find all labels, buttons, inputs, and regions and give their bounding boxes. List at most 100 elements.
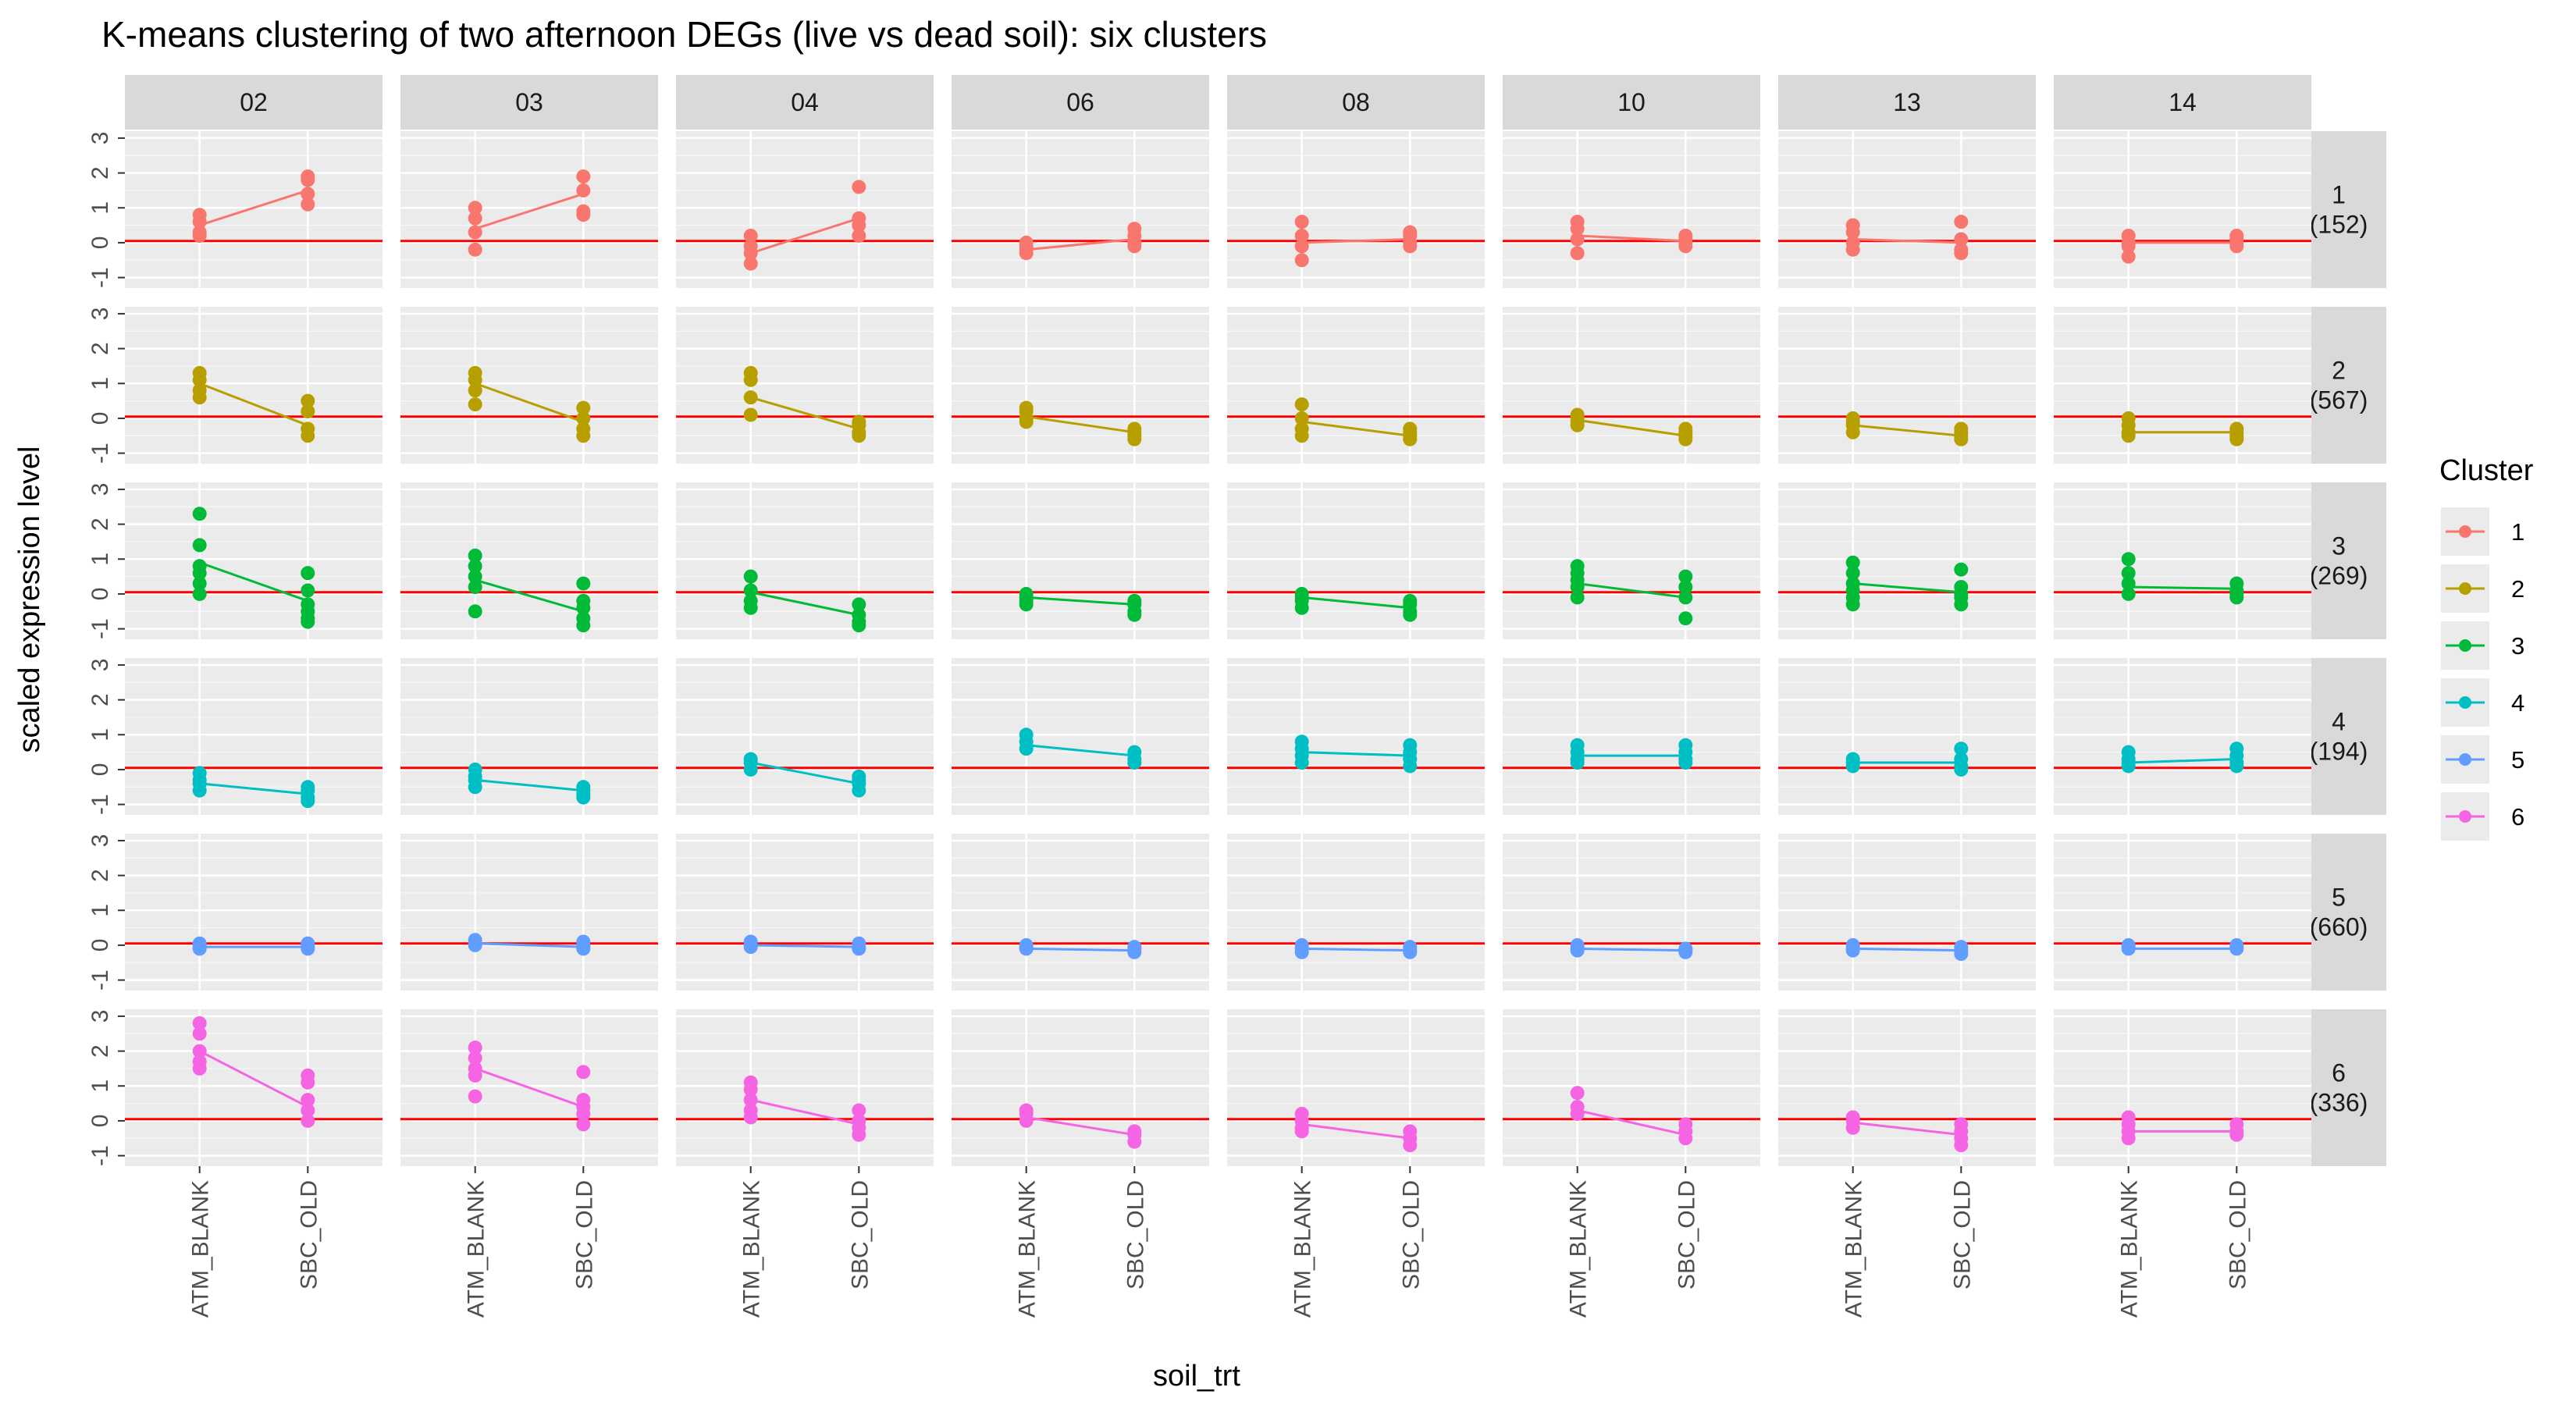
y-tick-label: 0 <box>87 763 113 777</box>
data-point <box>1570 222 1585 237</box>
data-point <box>1294 944 1309 959</box>
data-point <box>1570 590 1585 605</box>
y-tick-label: -1 <box>87 443 113 464</box>
panel-background <box>2054 131 2311 288</box>
data-point <box>1678 569 1693 584</box>
y-tick-label: -1 <box>87 267 113 288</box>
facet-panel <box>952 834 1209 991</box>
mean-line <box>475 382 584 423</box>
panel-background <box>400 834 658 991</box>
y-tick-label: 0 <box>87 412 113 425</box>
chart-title: K-means clustering of two afternoon DEGs… <box>101 14 1267 55</box>
y-tick-label: 2 <box>87 693 113 706</box>
facet-panel <box>125 307 382 464</box>
panel-background <box>1503 482 1760 639</box>
panel-background <box>1227 131 1485 288</box>
mean-line <box>199 189 308 227</box>
data-point <box>743 229 758 243</box>
data-point <box>192 390 207 405</box>
data-point <box>1954 1138 1969 1153</box>
data-point <box>576 411 591 425</box>
x-tick-label: ATM_BLANK <box>1841 1180 1867 1318</box>
legend-label: 1 <box>2511 518 2524 546</box>
panel-background <box>2054 307 2311 464</box>
data-point <box>301 941 315 956</box>
data-point <box>301 429 315 443</box>
panel-background <box>1778 482 2036 639</box>
x-tick-label: SBC_OLD <box>1123 1180 1148 1289</box>
column-strip <box>125 75 382 130</box>
data-point <box>743 940 758 955</box>
y-tick-label: 2 <box>87 166 113 180</box>
data-point <box>301 173 315 187</box>
y-tick-label: 3 <box>87 308 113 321</box>
legend-label: 2 <box>2511 575 2524 603</box>
panel-background <box>1503 131 1760 288</box>
data-point <box>1954 947 1969 962</box>
y-tick-label: -1 <box>87 1145 113 1166</box>
data-point <box>743 256 758 271</box>
y-tick-label: 3 <box>87 132 113 145</box>
data-point <box>468 242 482 257</box>
data-point <box>1127 756 1142 770</box>
data-point <box>301 1093 315 1108</box>
data-point <box>192 1026 207 1041</box>
data-point <box>468 201 482 215</box>
mean-line <box>1852 237 1962 244</box>
facet-panel <box>1227 307 1485 464</box>
mean-line <box>1301 947 1411 952</box>
legend-key-point <box>2459 582 2471 595</box>
x-axis-title: soil_trt <box>1153 1360 1240 1393</box>
panel-background <box>1778 1009 2036 1166</box>
facet-panel <box>125 482 382 639</box>
data-point <box>2121 249 2136 264</box>
panel-background <box>2054 482 2311 639</box>
data-point <box>468 1089 482 1104</box>
y-tick-label: 3 <box>87 1010 113 1023</box>
data-point <box>1403 239 1418 254</box>
data-point <box>1845 943 1860 958</box>
y-tick-label: 3 <box>87 834 113 848</box>
data-point <box>192 1016 207 1030</box>
panel-background <box>952 1009 1209 1166</box>
facet-panel <box>2054 307 2311 464</box>
mean-line <box>1026 415 1135 434</box>
y-tick-label: 2 <box>87 342 113 355</box>
legend: Cluster 1 2 3 4 5 6 <box>2439 454 2534 841</box>
mean-line <box>199 1050 308 1108</box>
data-point <box>468 211 482 226</box>
legend-label: 5 <box>2511 746 2524 774</box>
data-point <box>468 1040 482 1055</box>
data-point <box>1403 1138 1418 1153</box>
data-point <box>2121 1131 2136 1146</box>
panel-background <box>1503 1009 1760 1166</box>
mean-line <box>475 778 584 792</box>
mean-line <box>2128 585 2237 590</box>
data-point <box>576 169 591 184</box>
data-point <box>576 208 591 222</box>
panel-background <box>1227 307 1485 464</box>
data-point <box>1678 756 1693 770</box>
data-point <box>576 400 591 415</box>
data-point <box>192 783 207 798</box>
facet-panel <box>125 131 382 288</box>
data-point <box>1845 242 1860 257</box>
x-tick-label: ATM_BLANK <box>188 1180 214 1318</box>
facet-panel <box>1503 482 1760 639</box>
data-point <box>1954 597 1969 612</box>
row-strip-label: 3 <box>2332 532 2346 560</box>
y-tick-label: -1 <box>87 969 113 991</box>
y-tick-label: 0 <box>87 588 113 601</box>
mean-line <box>1026 1115 1135 1136</box>
x-tick-label: SBC_OLD <box>2225 1180 2250 1289</box>
data-point <box>2229 432 2244 446</box>
legend-title: Cluster <box>2439 454 2534 487</box>
legend-label: 4 <box>2511 689 2524 717</box>
y-tick-label: 1 <box>87 553 113 566</box>
panel-background <box>1778 131 2036 288</box>
data-point <box>1019 742 1034 756</box>
mean-line <box>1577 418 1686 437</box>
facet-panel <box>1227 658 1485 815</box>
facet-panel <box>952 658 1209 815</box>
